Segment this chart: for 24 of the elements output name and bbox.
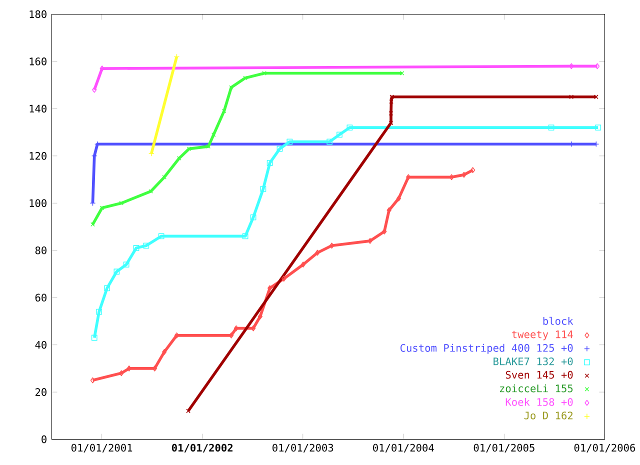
legend-label: zoicceLi 155 xyxy=(500,384,573,392)
legend-label: Custom Pinstriped 400 125 +0 xyxy=(400,344,573,354)
y-tick-label: 120 xyxy=(30,152,46,160)
legend-label: Koek 158 +0 xyxy=(506,398,573,406)
y-tick-label: 80 xyxy=(35,246,46,254)
y-tick-label: 0 xyxy=(42,435,46,444)
y-tick-label: 20 xyxy=(36,388,46,396)
legend-title: block xyxy=(543,316,574,325)
y-tick-label: 160 xyxy=(30,57,46,66)
legend-label: BLAKE7 132 +0 xyxy=(494,357,573,366)
x-tick-label: 01/01/2005 xyxy=(474,444,534,452)
y-tick-label: 100 xyxy=(30,199,46,207)
y-tick-label: 140 xyxy=(30,104,46,112)
y-tick-label: 40 xyxy=(35,340,46,349)
legend-label: tweety 114 xyxy=(512,330,573,340)
x-tick-label: 01/01/2003 xyxy=(272,444,334,452)
y-tick-label: 60 xyxy=(35,294,46,302)
x-tick-label: 01/01/2006 xyxy=(574,444,636,452)
legend-label: Jo D 162 xyxy=(524,411,573,420)
legend-label: Sven 145 +0 xyxy=(506,370,573,379)
y-tick-label: 180 xyxy=(30,10,46,18)
x-tick-label: 01/01/2002 xyxy=(172,444,232,452)
x-tick-label: 01/01/2004 xyxy=(373,444,434,452)
x-tick-label: 01/01/2001 xyxy=(71,444,132,452)
